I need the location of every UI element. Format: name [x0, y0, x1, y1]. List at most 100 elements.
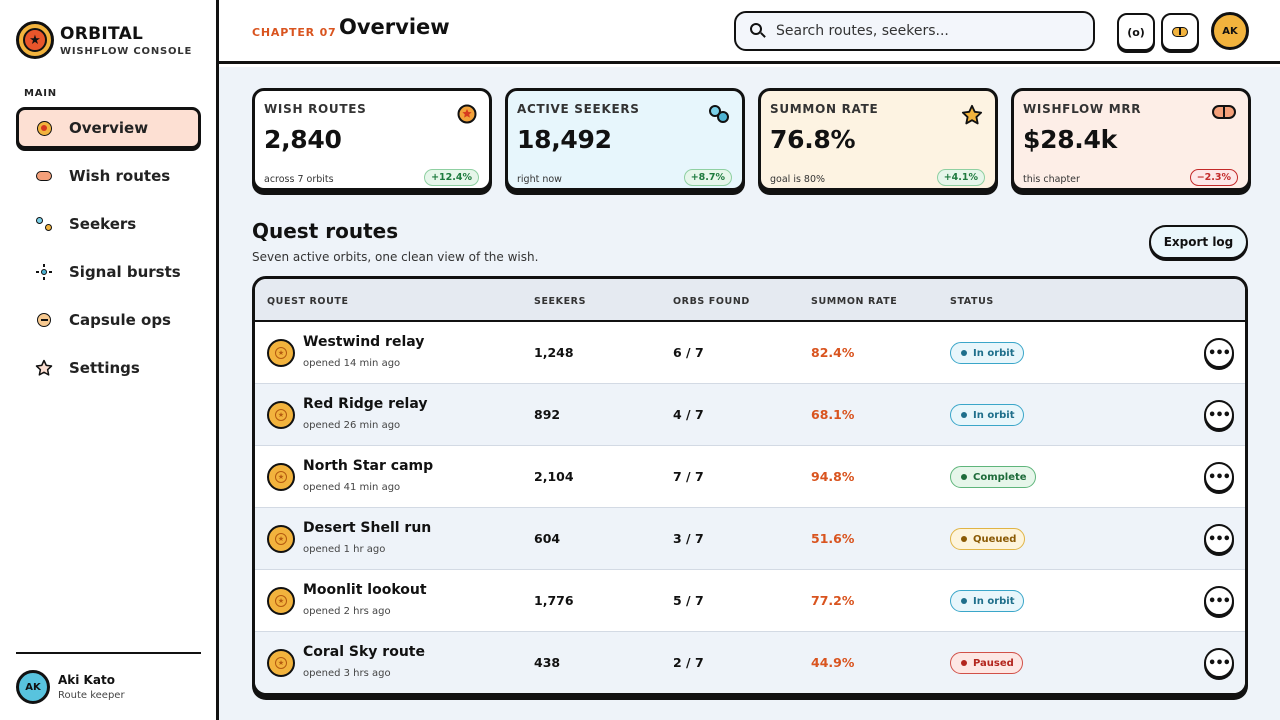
- stat-card-summon-rate[interactable]: SUMMON RATE 76.8% goal is 80% +4.1%: [758, 88, 998, 191]
- sidebar-item-overview[interactable]: Overview: [16, 107, 201, 149]
- summon-rate: 51.6%: [811, 531, 855, 546]
- status-label: Queued: [973, 533, 1017, 545]
- brand-subtitle: WISHFLOW CONSOLE: [60, 45, 193, 57]
- table-row[interactable]: ★ Westwind relay opened 14 min ago 1,248…: [255, 322, 1245, 384]
- table-row[interactable]: ★ Moonlit lookout opened 2 hrs ago 1,776…: [255, 570, 1245, 632]
- sidebar-item-label: Overview: [69, 119, 149, 137]
- stat-delta-badge: −2.3%: [1189, 169, 1238, 186]
- status-label: In orbit: [973, 347, 1015, 359]
- sidebar-item-wish-routes[interactable]: Wish routes: [16, 155, 201, 197]
- capsule-button[interactable]: [1161, 13, 1199, 51]
- route-name: Desert Shell run: [303, 520, 432, 536]
- orb-icon: ★: [267, 463, 295, 491]
- more-options-button[interactable]: •••: [1204, 586, 1234, 616]
- section-title: Quest routes: [252, 219, 399, 243]
- sidebar-item-label: Settings: [69, 359, 140, 377]
- stat-sub: across 7 orbits: [264, 174, 334, 185]
- seekers-count: 1,248: [534, 345, 574, 360]
- table-row[interactable]: ★ North Star camp opened 41 min ago 2,10…: [255, 446, 1245, 508]
- seekers-icon: [35, 215, 53, 233]
- brand[interactable]: ★ ORBITAL WISHFLOW CONSOLE: [16, 21, 192, 59]
- stat-label: WISHFLOW MRR: [1023, 102, 1142, 116]
- orbs-found: 6 / 7: [673, 345, 704, 360]
- stat-value: 2,840: [264, 125, 342, 154]
- orb-icon: ★: [267, 401, 295, 429]
- status-label: In orbit: [973, 595, 1015, 607]
- user-profile[interactable]: AK Aki Kato Route keeper: [16, 652, 201, 704]
- radar-icon: (o): [1127, 25, 1145, 39]
- star-icon: [961, 104, 983, 130]
- orb-icon: ★: [267, 339, 295, 367]
- status-label: Paused: [973, 657, 1014, 669]
- summon-rate: 77.2%: [811, 593, 855, 608]
- column-header-status[interactable]: STATUS: [950, 296, 994, 307]
- top-header: CHAPTER 07 Overview (o) AK: [219, 0, 1280, 64]
- seekers-count: 438: [534, 655, 561, 670]
- stat-card-wish-routes[interactable]: WISH ROUTES 2,840 across 7 orbits +12.4%: [252, 88, 492, 191]
- radar-button[interactable]: (o): [1117, 13, 1155, 51]
- more-options-button[interactable]: •••: [1204, 524, 1234, 554]
- seekers-count: 2,104: [534, 469, 574, 484]
- sidebar-item-label: Signal bursts: [69, 263, 181, 281]
- route-name: Moonlit lookout: [303, 582, 427, 598]
- more-options-button[interactable]: •••: [1204, 462, 1234, 492]
- more-options-button[interactable]: •••: [1204, 400, 1234, 430]
- capsule-icon: [1212, 104, 1236, 123]
- search-bar[interactable]: [734, 11, 1095, 51]
- route-name: Red Ridge relay: [303, 396, 428, 412]
- route-opened: opened 41 min ago: [303, 482, 401, 493]
- sidebar-item-seekers[interactable]: Seekers: [16, 203, 201, 245]
- sidebar: ★ ORBITAL WISHFLOW CONSOLE MAIN Overview…: [0, 0, 219, 720]
- route-pill-icon: [35, 167, 53, 185]
- brand-name: ORBITAL: [60, 23, 144, 44]
- orb-icon: [35, 119, 53, 137]
- export-log-button[interactable]: Export log: [1149, 225, 1248, 259]
- orb-icon: ★: [267, 649, 295, 677]
- stat-delta-badge: +4.1%: [936, 169, 985, 186]
- summon-rate: 68.1%: [811, 407, 855, 422]
- seekers-icon: [708, 104, 730, 128]
- section-subtitle: Seven active orbits, one clean view of t…: [252, 250, 539, 264]
- column-header-quest-route[interactable]: QUEST ROUTE: [267, 296, 349, 307]
- profile-role: Route keeper: [58, 690, 125, 701]
- stat-sub: this chapter: [1023, 174, 1080, 185]
- search-icon: [750, 23, 766, 39]
- table-row[interactable]: ★ Coral Sky route opened 3 hrs ago 438 2…: [255, 632, 1245, 693]
- status-badge: In orbit: [950, 342, 1024, 364]
- more-options-button[interactable]: •••: [1204, 648, 1234, 678]
- route-opened: opened 1 hr ago: [303, 544, 386, 555]
- stat-label: ACTIVE SEEKERS: [517, 102, 640, 116]
- route-name: North Star camp: [303, 458, 434, 474]
- route-name: Westwind relay: [303, 334, 425, 350]
- sidebar-item-settings[interactable]: Settings: [16, 347, 201, 389]
- sidebar-item-signal-bursts[interactable]: Signal bursts: [16, 251, 201, 293]
- stat-card-active-seekers[interactable]: ACTIVE SEEKERS 18,492 right now +8.7%: [505, 88, 745, 191]
- orbs-found: 7 / 7: [673, 469, 704, 484]
- orb-icon: ★: [267, 525, 295, 553]
- column-header-seekers[interactable]: SEEKERS: [534, 296, 587, 307]
- sidebar-nav: Overview Wish routes Seekers Signal burs…: [16, 107, 201, 395]
- main-content: WISH ROUTES 2,840 across 7 orbits +12.4%…: [219, 67, 1280, 720]
- orbital-logo-icon: ★: [16, 21, 54, 59]
- orb-icon: [457, 104, 477, 128]
- route-name: Coral Sky route: [303, 644, 425, 660]
- stat-value: 76.8%: [770, 125, 856, 154]
- user-avatar[interactable]: AK: [1211, 12, 1249, 50]
- chapter-label: CHAPTER 07: [252, 26, 337, 39]
- star-icon: [35, 359, 53, 377]
- table-header: QUEST ROUTE SEEKERS ORBS FOUND SUMMON RA…: [255, 279, 1245, 322]
- page-title: Overview: [339, 15, 450, 39]
- column-header-summon-rate[interactable]: SUMMON RATE: [811, 296, 898, 307]
- sidebar-item-label: Wish routes: [69, 167, 171, 185]
- stat-card-wishflow-mrr[interactable]: WISHFLOW MRR $28.4k this chapter −2.3%: [1011, 88, 1251, 191]
- table-row[interactable]: ★ Desert Shell run opened 1 hr ago 604 3…: [255, 508, 1245, 570]
- table-row[interactable]: ★ Red Ridge relay opened 26 min ago 892 …: [255, 384, 1245, 446]
- search-input[interactable]: [776, 23, 1076, 39]
- burst-icon: [35, 263, 53, 281]
- stat-value: $28.4k: [1023, 125, 1117, 154]
- sidebar-item-capsule-ops[interactable]: Capsule ops: [16, 299, 201, 341]
- sidebar-item-label: Seekers: [69, 215, 137, 233]
- column-header-orbs-found[interactable]: ORBS FOUND: [673, 296, 750, 307]
- orb-icon: ★: [267, 587, 295, 615]
- more-options-button[interactable]: •••: [1204, 338, 1234, 368]
